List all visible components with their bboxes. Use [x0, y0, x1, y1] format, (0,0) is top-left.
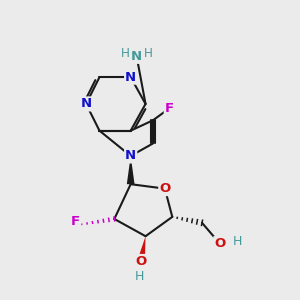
Text: F: F [165, 102, 174, 115]
Text: N: N [125, 149, 136, 162]
Text: H: H [135, 270, 144, 284]
Polygon shape [127, 156, 134, 184]
Text: N: N [125, 71, 136, 84]
Text: H: H [144, 47, 153, 61]
Text: H: H [121, 47, 130, 61]
Text: H: H [232, 235, 242, 248]
Text: N: N [131, 50, 142, 63]
Text: O: O [214, 237, 226, 250]
Text: F: F [71, 215, 80, 228]
Text: O: O [159, 182, 170, 195]
Text: N: N [80, 98, 92, 110]
Polygon shape [137, 236, 146, 262]
Text: O: O [136, 255, 147, 268]
